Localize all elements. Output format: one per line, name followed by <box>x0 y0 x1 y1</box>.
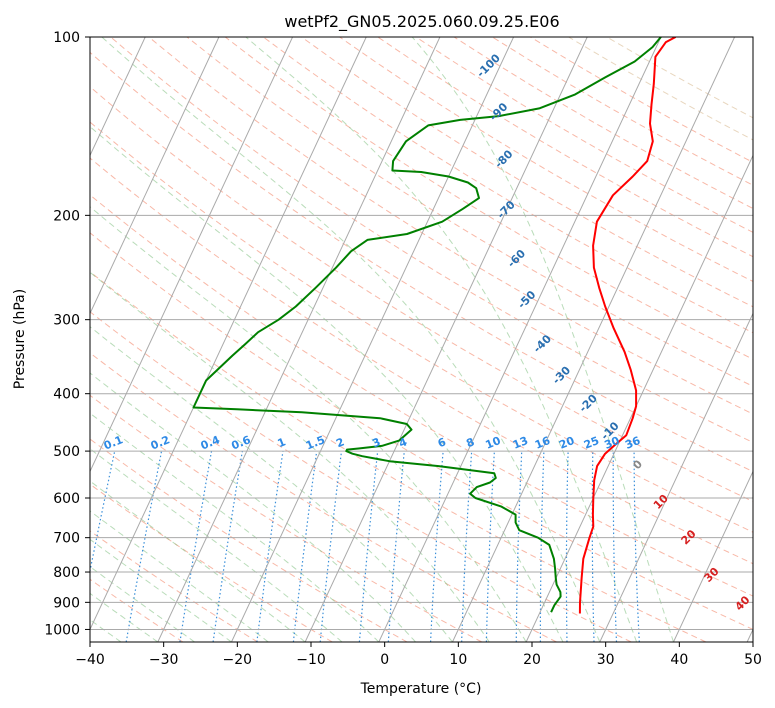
y-tick-label: 600 <box>53 491 80 507</box>
mixing-ratio-line <box>319 451 343 642</box>
x-tick-label: 50 <box>744 652 762 668</box>
y-tick-label: 1000 <box>44 622 80 638</box>
dry-adiabat <box>90 121 753 533</box>
x-tick-label: 30 <box>597 652 615 668</box>
moist-adiabat <box>245 37 638 642</box>
moist-adiabat <box>90 372 416 642</box>
y-tick-label: 800 <box>53 565 80 581</box>
x-tick-label: −30 <box>149 652 179 668</box>
moist-adiabat <box>90 592 159 642</box>
mixing-ratio-line <box>256 451 284 642</box>
y-tick-label: 300 <box>53 313 80 329</box>
x-tick-label: −20 <box>223 652 253 668</box>
mixing-ratio-label: 2 <box>334 435 346 450</box>
y-axis-label: Pressure (hPa) <box>12 289 28 389</box>
x-tick-label: −10 <box>296 652 326 668</box>
dry-adiabat <box>90 352 557 642</box>
moist-adiabat <box>90 510 269 642</box>
moist-adiabat <box>90 326 453 642</box>
axis-ticks: −40 −30 −20 −10 0 10 20 30 40 50 100 200 300 400 500 60… <box>44 30 762 668</box>
dry-adiabat <box>90 51 753 473</box>
x-tick-label: 40 <box>670 652 688 668</box>
moist-adiabat <box>90 412 380 642</box>
isotherm-line <box>378 37 662 642</box>
isotherm-line <box>231 37 515 642</box>
plot-frame <box>89 36 754 643</box>
dry-adiabat <box>90 86 753 503</box>
isotherm-line <box>525 154 753 642</box>
mixing-ratio-label: 3 <box>370 435 382 450</box>
y-tick-label: 500 <box>53 444 80 460</box>
isotherm-line <box>90 37 220 315</box>
isotherm-line <box>90 37 367 631</box>
grid-lines <box>90 37 753 642</box>
mixing-ratio-label: 36 <box>623 434 642 452</box>
mixing-ratio-line <box>212 450 243 642</box>
profile-series <box>192 37 677 614</box>
isotherm-line <box>90 37 146 157</box>
moist-adiabat <box>90 566 195 642</box>
x-tick-label: 0 <box>380 652 389 668</box>
x-tick-label: −40 <box>75 652 105 668</box>
dry-adiabat <box>148 37 753 415</box>
mixing-ratio-label: 13 <box>511 434 530 452</box>
moist-adiabat <box>90 271 490 642</box>
y-tick-label: 700 <box>53 531 80 547</box>
mixing-ratio-label: 20 <box>557 434 576 452</box>
isotherm-line <box>599 312 753 642</box>
moist-adiabat <box>90 448 343 642</box>
y-tick-label: 400 <box>53 387 80 403</box>
mixing-ratio-label: 1 <box>276 435 288 450</box>
temperature-profile <box>578 37 677 614</box>
mixing-ratio-label: 8 <box>464 435 476 450</box>
mixing-ratio-line <box>292 451 318 642</box>
dry-adiabat <box>339 37 753 283</box>
moist-adiabat <box>101 37 601 642</box>
mixing-ratio-label: 25 <box>582 434 601 452</box>
mixing-ratio-label: 16 <box>533 434 552 452</box>
y-tick-label: 900 <box>53 595 80 611</box>
dry-adiabat <box>186 37 753 387</box>
isotherm-line <box>673 470 753 642</box>
dewpoint-profile <box>192 37 662 613</box>
moist-adiabat <box>90 125 564 642</box>
dry-adiabat <box>90 394 483 642</box>
x-tick-label: 20 <box>523 652 541 668</box>
mixing-ratio-label: 30 <box>602 434 621 452</box>
dry-adiabat <box>224 37 753 360</box>
dry-adiabat <box>301 37 753 308</box>
x-axis-label: Temperature (°C) <box>360 681 482 697</box>
background-lines <box>90 37 753 642</box>
dry-adiabat <box>90 311 632 642</box>
mixing-ratio-line <box>387 451 405 642</box>
moist-adiabat <box>90 538 232 642</box>
isotherm-line <box>90 37 294 473</box>
dry-adiabat <box>90 271 707 642</box>
x-tick-label: 10 <box>449 652 467 668</box>
y-tick-label: 200 <box>53 208 80 224</box>
dry-adiabat <box>90 483 333 642</box>
moist-adiabat <box>411 37 674 642</box>
dry-adiabat <box>90 578 184 642</box>
isotherm-line <box>157 37 441 642</box>
isotherm-line <box>452 37 736 642</box>
chart-title: wetPf2_GN05.2025.060.09.25.E06 <box>284 12 559 32</box>
mixing-ratio-label: 10 <box>484 434 503 452</box>
isotherm-line <box>304 37 588 642</box>
y-tick-label: 100 <box>53 30 80 46</box>
moist-adiabat <box>90 206 527 642</box>
mixing-ratio-line <box>358 451 379 642</box>
